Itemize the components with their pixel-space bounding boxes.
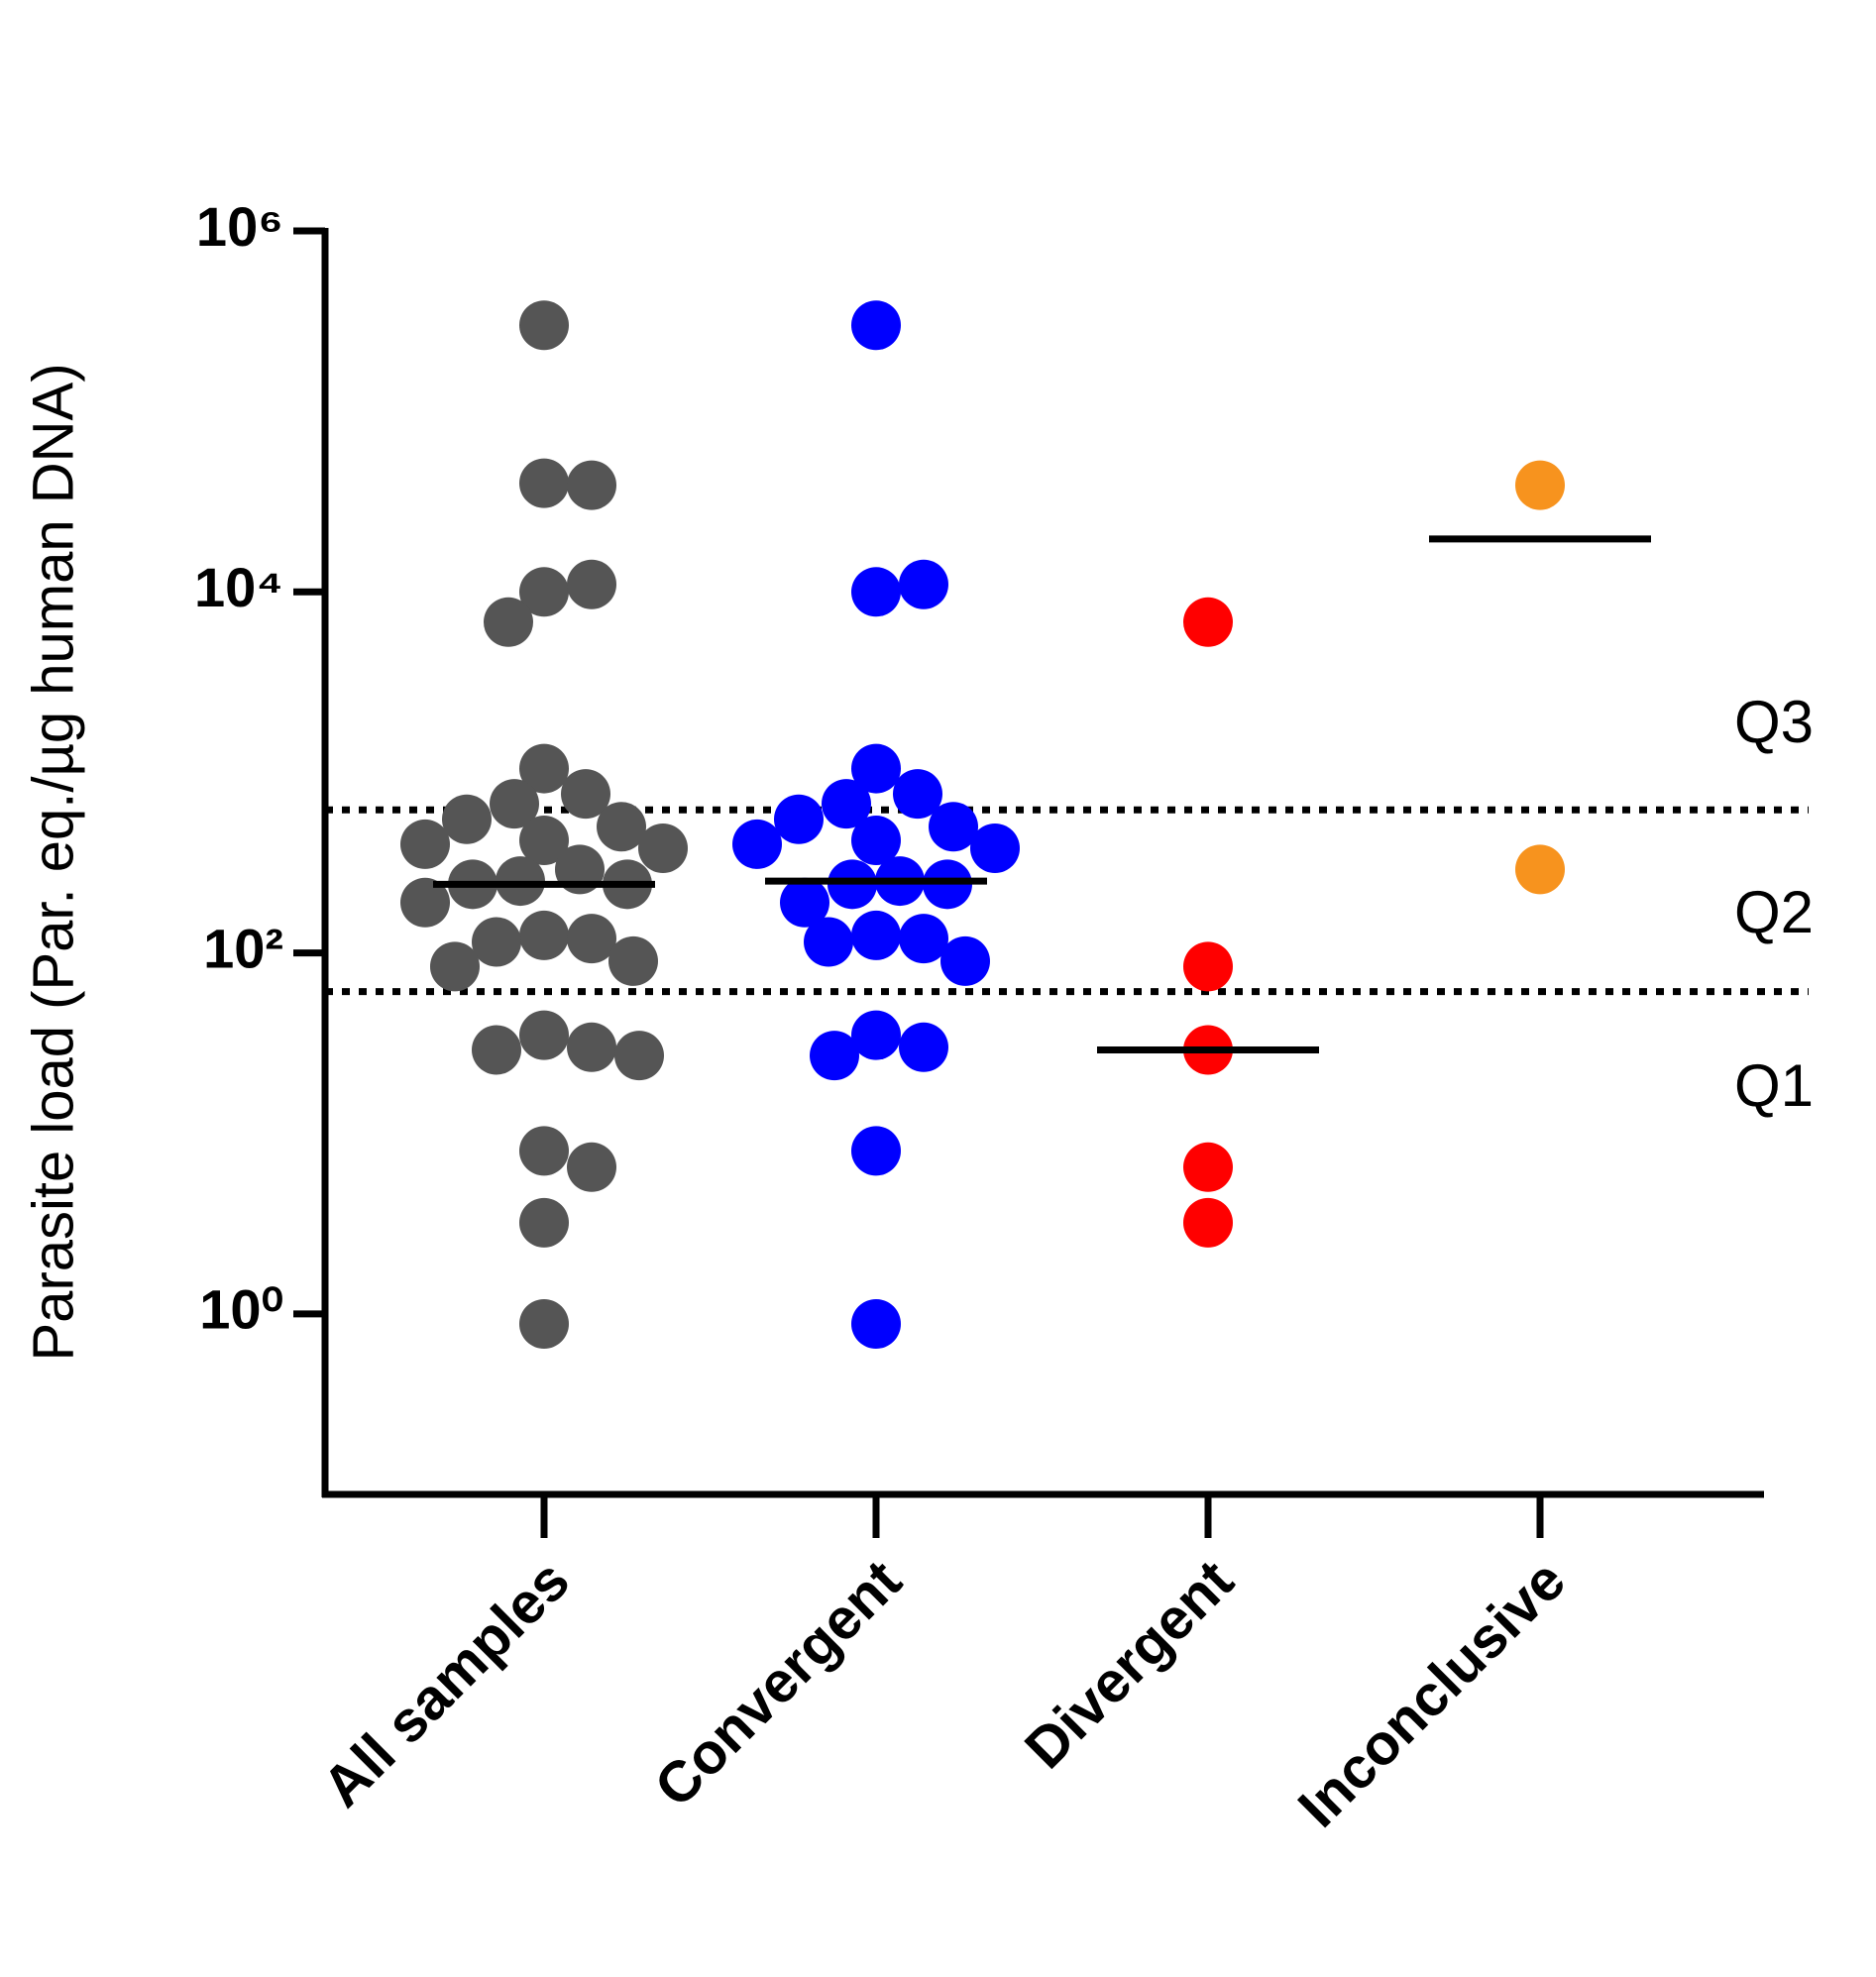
data-point — [430, 941, 480, 992]
data-point — [1183, 597, 1233, 647]
data-point — [519, 1197, 569, 1248]
data-point — [519, 816, 569, 866]
data-point — [567, 914, 616, 964]
data-point — [472, 917, 521, 967]
data-point — [567, 1022, 616, 1072]
data-point — [519, 567, 569, 617]
data-point — [519, 743, 569, 794]
x-tick-label: Convergent — [642, 1548, 914, 1819]
data-point — [851, 743, 901, 794]
y-tick-label: 10⁰ — [199, 1278, 283, 1341]
data-point — [893, 769, 942, 820]
x-tick-label: Divergent — [1013, 1548, 1246, 1781]
data-point — [472, 1025, 521, 1075]
data-point — [597, 802, 646, 852]
x-tick-label: Inconclusive — [1286, 1548, 1578, 1839]
data-point — [940, 935, 990, 986]
data-point — [400, 819, 450, 869]
x-tick-label: All samples — [310, 1548, 582, 1819]
data-point — [519, 1010, 569, 1060]
data-point — [614, 1031, 664, 1081]
data-point — [1183, 1142, 1233, 1192]
data-point — [780, 877, 829, 928]
data-point — [567, 1142, 616, 1192]
data-point — [810, 1031, 859, 1081]
data-point — [608, 935, 658, 986]
data-point — [519, 1298, 569, 1349]
y-tick-label: 10² — [203, 917, 283, 979]
data-point — [851, 816, 901, 866]
data-point — [638, 823, 688, 873]
data-point — [899, 1022, 948, 1072]
data-point — [732, 819, 782, 869]
data-point — [851, 910, 901, 960]
data-point — [851, 567, 901, 617]
y-tick-label: 10⁴ — [194, 556, 283, 618]
band-label: Q3 — [1734, 689, 1814, 755]
data-point — [851, 1298, 901, 1349]
data-point — [970, 823, 1020, 873]
data-point — [851, 1126, 901, 1176]
data-point — [519, 910, 569, 960]
data-point — [822, 779, 871, 829]
data-point — [519, 1126, 569, 1176]
data-point — [1183, 1197, 1233, 1248]
data-point — [400, 877, 450, 928]
y-tick-label: 10⁶ — [196, 195, 283, 258]
data-point — [442, 794, 492, 844]
data-point — [1515, 460, 1565, 510]
data-point — [561, 769, 610, 820]
data-point — [774, 794, 824, 844]
y-axis-label: Parasite load (Par. eq./µg human DNA) — [21, 363, 85, 1361]
data-point — [519, 458, 569, 508]
data-point — [804, 917, 853, 967]
data-point — [899, 559, 948, 609]
data-point — [1183, 941, 1233, 992]
data-point — [567, 460, 616, 510]
data-point — [567, 559, 616, 609]
data-point — [899, 914, 948, 964]
data-point — [484, 597, 533, 647]
data-point — [1515, 844, 1565, 895]
data-point — [490, 779, 539, 829]
data-point — [851, 300, 901, 351]
band-label: Q2 — [1734, 879, 1814, 945]
band-label: Q1 — [1734, 1052, 1814, 1119]
data-point — [851, 1010, 901, 1060]
data-point — [929, 802, 978, 852]
data-point — [519, 300, 569, 351]
